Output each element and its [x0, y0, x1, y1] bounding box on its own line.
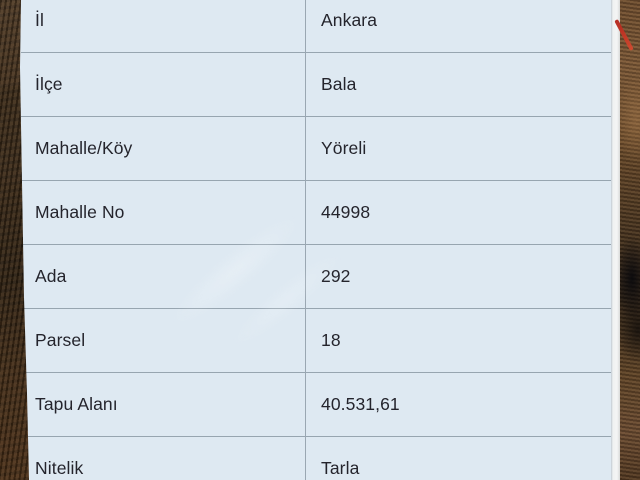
- table-row: Mahalle/Köy Yöreli: [21, 116, 611, 180]
- table-row: Mahalle No 44998: [21, 180, 611, 244]
- table-rows: İl Ankara İlçe Bala Mahalle/Köy Yöreli M…: [21, 0, 611, 480]
- row-label: İlçe: [35, 74, 63, 94]
- column-divider: [305, 0, 306, 480]
- row-value: Yöreli: [321, 138, 367, 158]
- table-row: Tapu Alanı 40.531,61: [21, 372, 611, 436]
- row-label: Tapu Alanı: [35, 394, 118, 414]
- table-row: Nitelik Tarla: [21, 436, 611, 480]
- table-white-border: [611, 0, 620, 480]
- row-value: 40.531,61: [321, 394, 400, 414]
- row-value: Bala: [321, 74, 357, 94]
- row-label: Nitelik: [35, 458, 84, 478]
- row-label: Ada: [35, 266, 67, 286]
- row-label: Mahalle/Köy: [35, 138, 133, 158]
- row-label: Parsel: [35, 330, 86, 350]
- row-value: 18: [321, 330, 341, 350]
- table-row: Parsel 18: [21, 308, 611, 372]
- table-row: Ada 292: [21, 244, 611, 308]
- table-row: İlçe Bala: [21, 52, 611, 116]
- row-label: İl: [35, 9, 44, 30]
- row-value: 292: [321, 266, 351, 286]
- row-label: Mahalle No: [35, 202, 125, 222]
- parcel-info-table: İl Ankara İlçe Bala Mahalle/Köy Yöreli M…: [21, 0, 611, 480]
- row-value: 44998: [321, 202, 371, 222]
- table-row: İl Ankara: [21, 0, 611, 52]
- row-value: Ankara: [321, 9, 378, 30]
- background-photo-right-edge: [614, 0, 640, 480]
- row-value: Tarla: [321, 458, 360, 478]
